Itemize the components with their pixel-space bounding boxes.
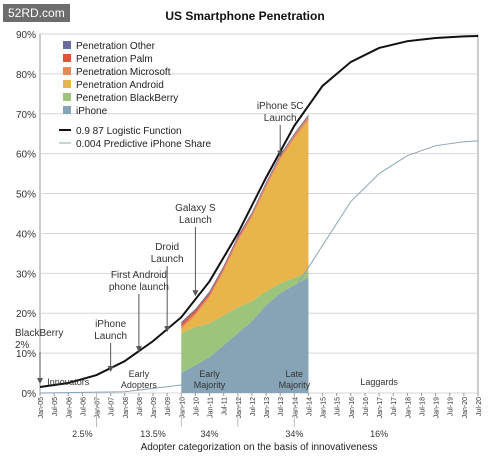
- adopter-category-label: Late: [286, 369, 304, 379]
- y-tick-label: 70%: [16, 110, 36, 121]
- x-tick-label: Jul-08: [137, 397, 144, 416]
- x-tick-label: Jul-19: [448, 397, 455, 416]
- adopter-category-label: Innovators: [47, 377, 90, 387]
- x-tick-label: Jan-15: [321, 397, 328, 419]
- annotation-title: Droid: [155, 242, 179, 253]
- x-tick-label: Jul-15: [335, 397, 342, 416]
- legend-label: Penetration Microsoft: [76, 67, 171, 78]
- x-tick-label: Jan-16: [349, 397, 356, 419]
- x-tick-label: Jan-09: [151, 397, 158, 419]
- annotation-title: Galaxy S: [175, 203, 216, 214]
- x-tick-label: Jan-13: [264, 397, 271, 419]
- y-tick-label: 30%: [16, 269, 36, 280]
- x-tick-label: Jan-19: [434, 397, 441, 419]
- x-tick-label: Jul-07: [109, 397, 116, 416]
- x-tick-label: Jul-12: [250, 397, 257, 416]
- annotation-arrowhead: [164, 326, 171, 333]
- x-tick-label: Jul-11: [222, 397, 229, 416]
- x-tick-label: Jul-13: [278, 397, 285, 416]
- x-tick-label: Jan-20: [462, 397, 469, 419]
- x-tick-label: Jul-16: [363, 397, 370, 416]
- x-tick-label: Jul-14: [306, 397, 313, 416]
- legend-swatch: [63, 93, 71, 101]
- legend-label: iPhone: [76, 106, 108, 117]
- legend-label: 0.004 Predictive iPhone Share: [76, 139, 212, 150]
- annotation-subtitle: Launch: [151, 254, 184, 265]
- annotation-arrowhead: [192, 290, 199, 297]
- legend-swatch: [63, 80, 71, 88]
- x-tick-label: Jul-09: [165, 397, 172, 416]
- legend-label: Penetration BlackBerry: [76, 93, 178, 104]
- x-tick-label: Jan-14: [292, 397, 299, 419]
- area-penetration-android: [181, 119, 309, 334]
- x-tick-label: Jul-06: [80, 397, 87, 416]
- annotation-title: iPhone: [95, 319, 127, 330]
- annotation-subtitle: phone launch: [109, 282, 169, 293]
- x-tick-label: Jan-11: [208, 397, 215, 418]
- x-tick-label: Jan-08: [123, 397, 130, 419]
- category-percentage: 16%: [370, 429, 388, 439]
- adopter-category-sublabel: Majority: [194, 380, 226, 390]
- legend-swatch: [63, 106, 71, 114]
- x-tick-label: Jan-06: [66, 397, 73, 419]
- y-tick-label: 40%: [16, 229, 36, 240]
- annotation-arrowhead: [277, 150, 284, 157]
- category-percentage: 34%: [201, 429, 219, 439]
- x-tick-label: Jan-18: [405, 397, 412, 419]
- y-tick-label: 10%: [16, 349, 36, 360]
- category-percentage: 34%: [285, 429, 303, 439]
- y-tick-label: 20%: [16, 309, 36, 320]
- watermark: 52RD.com: [3, 4, 70, 22]
- y-tick-label: 0%: [22, 389, 37, 400]
- legend-swatch: [63, 54, 71, 62]
- area-penetration-blackberry: [181, 271, 309, 374]
- annotation-title: BlackBerry: [15, 328, 63, 339]
- chart-title: US Smartphone Penetration: [165, 9, 325, 23]
- x-tick-label: Jul-10: [193, 397, 200, 416]
- annotation-title: iPhone 5C: [257, 101, 304, 112]
- adopter-category-label: Early: [199, 369, 220, 379]
- x-tick-label: Jan-10: [179, 397, 186, 419]
- legend-swatch: [63, 67, 71, 75]
- legend-label: Penetration Palm: [76, 54, 153, 65]
- annotation-subtitle: 2%: [15, 340, 30, 351]
- y-tick-label: 80%: [16, 70, 36, 81]
- annotation-subtitle: Launch: [264, 113, 297, 124]
- x-tick-label: Jan-05: [38, 397, 45, 419]
- x-axis-title: Adopter categorization on the basis of i…: [141, 442, 378, 453]
- x-tick-label: Jul-20: [476, 397, 483, 416]
- legend-label: Penetration Other: [76, 41, 156, 52]
- legend-swatch: [63, 41, 71, 49]
- annotation-arrowhead: [107, 366, 114, 373]
- annotation-subtitle: Launch: [179, 215, 212, 226]
- category-percentage: 2.5%: [72, 429, 93, 439]
- y-tick-label: 60%: [16, 150, 36, 161]
- legend-label: 0.9 87 Logistic Function: [76, 126, 182, 137]
- legend-label: Penetration Android: [76, 80, 164, 91]
- x-tick-label: Jan-12: [236, 397, 243, 419]
- x-tick-label: Jul-18: [419, 397, 426, 416]
- y-tick-label: 50%: [16, 190, 36, 201]
- annotation-subtitle: Launch: [94, 331, 127, 342]
- adopter-category-sublabel: Adopters: [121, 380, 158, 390]
- annotation-arrowhead: [135, 346, 142, 353]
- area-iphone: [181, 277, 309, 393]
- category-percentage: 13.5%: [140, 429, 166, 439]
- annotation-title: First Android: [111, 270, 167, 281]
- adopter-category-label: Laggards: [360, 377, 398, 387]
- line-logistic-function: [39, 34, 479, 389]
- line-predictive-iphone-share: [39, 140, 479, 394]
- annotation-arrowhead: [37, 378, 43, 385]
- x-tick-label: Jan-17: [377, 397, 384, 419]
- x-tick-label: Jul-05: [52, 397, 59, 416]
- adopter-category-sublabel: Majority: [279, 380, 311, 390]
- x-tick-label: Jan-07: [95, 397, 102, 419]
- adopter-category-label: Early: [129, 369, 150, 379]
- y-tick-label: 90%: [16, 30, 36, 41]
- x-tick-label: Jul-17: [391, 397, 398, 416]
